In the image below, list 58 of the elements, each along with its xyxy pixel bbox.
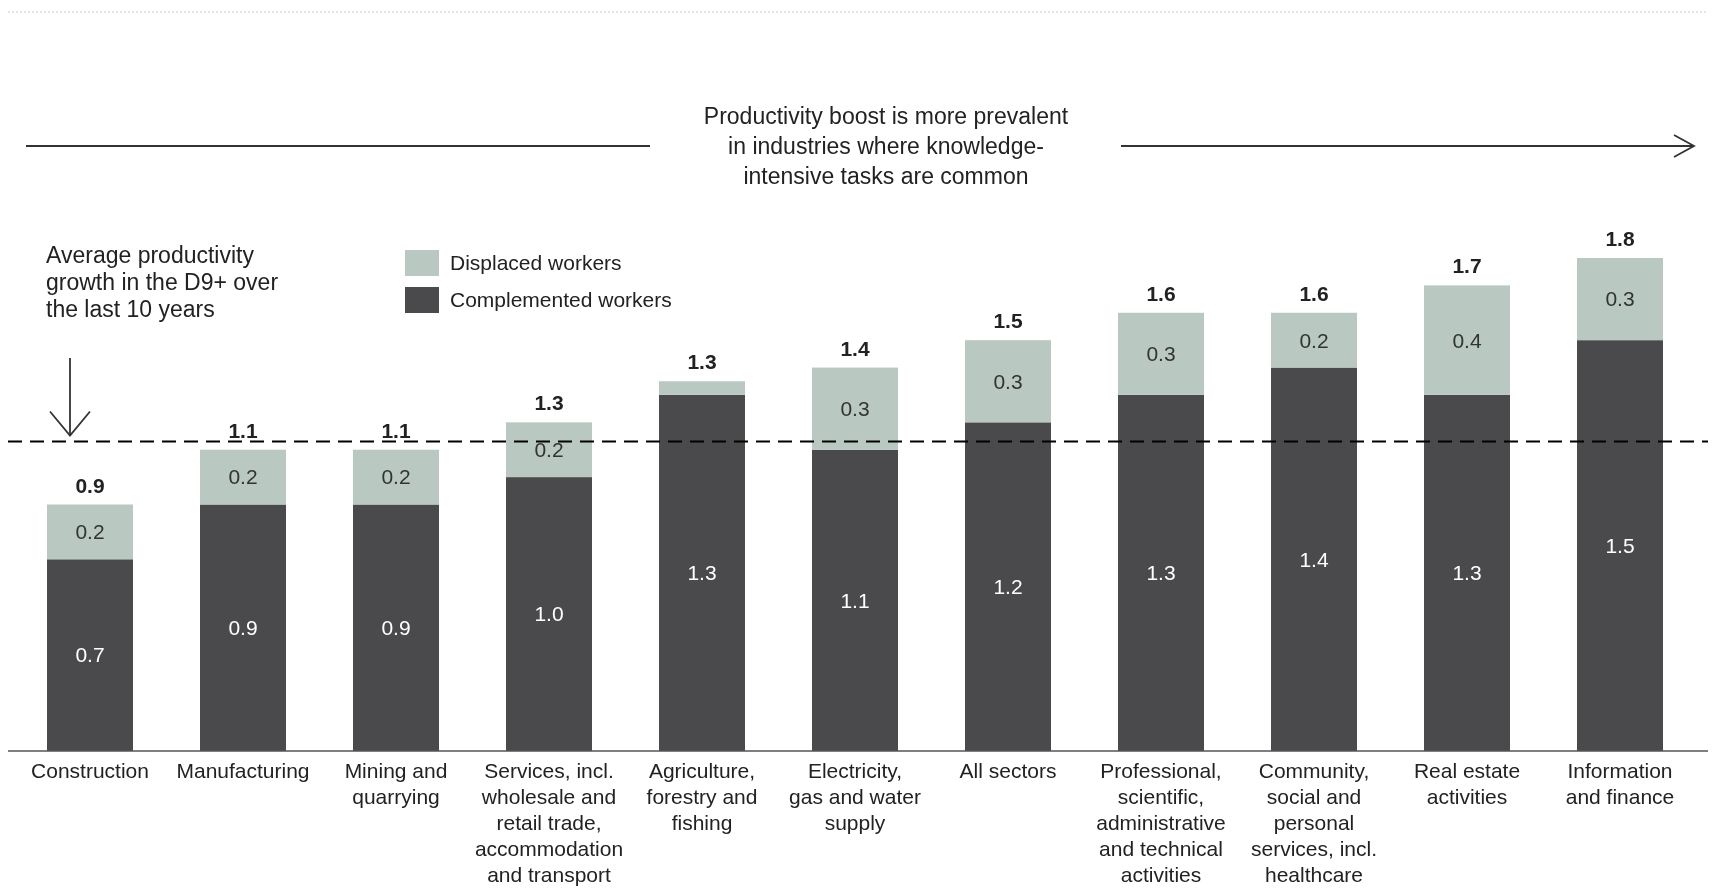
- x-tick-label: Professional, scientific, administrative and technical activities: [1096, 759, 1226, 886]
- x-tick-label: Information and finance: [1565, 759, 1675, 808]
- total-label: 1.6: [1146, 281, 1176, 305]
- bar: [965, 340, 1051, 423]
- data-label: 0.2: [534, 438, 564, 462]
- bar: [1577, 258, 1663, 341]
- data-label: 1.4: [1299, 547, 1329, 571]
- bar: [200, 449, 286, 505]
- data-label: 0.2: [1299, 328, 1329, 352]
- data-label: 0.2: [228, 465, 258, 489]
- data-label: 0.4: [1452, 328, 1482, 352]
- x-tick-label: Services, incl. wholesale and retail trade, accommodation and transport: [474, 759, 624, 886]
- data-label: 0.7: [75, 643, 105, 667]
- total-label: 1.1: [381, 418, 411, 442]
- bar: [812, 367, 898, 450]
- bar: [47, 504, 133, 560]
- x-tick-label: Mining and quarrying: [344, 759, 448, 808]
- data-label: 0.2: [75, 520, 105, 544]
- total-label: 1.5: [993, 309, 1023, 333]
- total-label: 1.4: [840, 336, 870, 360]
- data-label: 1.5: [1605, 533, 1635, 557]
- x-tick-label: Manufacturing: [176, 759, 310, 782]
- total-label: 1.8: [1605, 227, 1635, 250]
- text: Productivity boost is more prevalent in industries where knowledge-intensive tasks are common: [703, 103, 1069, 189]
- bar: [506, 422, 592, 478]
- data-label: 0.3: [993, 369, 1023, 393]
- x-tick-label: Construction: [31, 759, 149, 782]
- data-label: 0.3: [1146, 342, 1176, 366]
- bar: [1271, 312, 1357, 368]
- data-label: 1.3: [1452, 561, 1482, 585]
- legend-label: Displaced workers: [450, 251, 622, 275]
- x-tick-label: Agriculture, forestry and fishing: [646, 759, 758, 834]
- legend-label: Complemented workers: [450, 288, 672, 312]
- data-label: 1.3: [687, 561, 717, 585]
- x-tick-label: All sectors: [959, 759, 1057, 782]
- total-label: 1.3: [534, 391, 564, 415]
- x-tick-label: Electricity, gas and water supply: [789, 759, 921, 834]
- data-label: 1.3: [1146, 561, 1176, 585]
- bar: [659, 381, 745, 395]
- total-label: 0.9: [75, 473, 105, 497]
- bar: [1118, 312, 1204, 395]
- x-tick-label: Real estate activities: [1413, 759, 1521, 808]
- total-label: 1.6: [1299, 281, 1329, 305]
- data-label: 0.3: [1605, 287, 1635, 311]
- data-label: 0.3: [840, 396, 870, 420]
- total-label: 1.7: [1452, 254, 1482, 278]
- total-label: 1.1: [228, 418, 258, 442]
- data-label: 0.9: [381, 616, 411, 640]
- total-label: 1.3: [687, 350, 717, 374]
- bar: [1424, 285, 1510, 395]
- data-label: 1.1: [840, 588, 870, 612]
- data-label: 1.0: [534, 602, 564, 626]
- data-label: 0.9: [228, 616, 258, 640]
- data-label: 0.2: [381, 465, 411, 489]
- data-label: 1.2: [993, 575, 1023, 599]
- bar: [353, 449, 439, 505]
- annotation: Average productivity growth in the D9+ over the last 10 years: [46, 242, 279, 322]
- x-tick-label: Community, social and personal services, incl. healthcare: [1250, 759, 1378, 886]
